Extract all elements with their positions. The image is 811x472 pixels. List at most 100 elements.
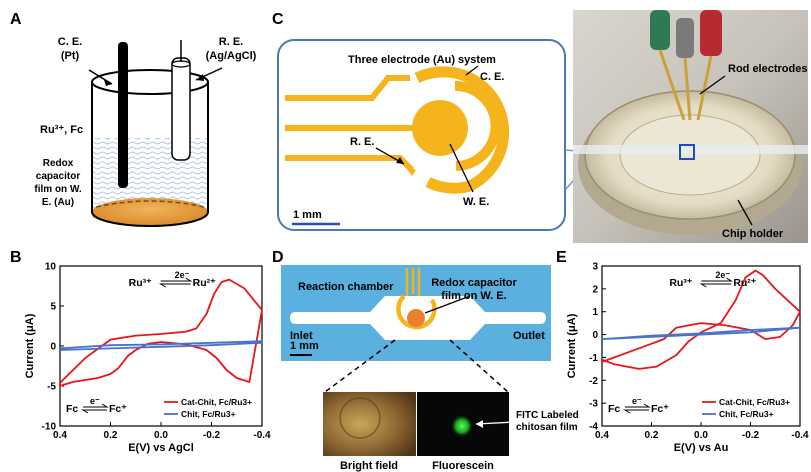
x-tick-label: 0.4 (53, 430, 67, 441)
film-label-1: Redox (43, 158, 74, 169)
annotation-fc: Fc (66, 403, 78, 415)
ce-label-2: (Pt) (61, 50, 80, 62)
annotation-fc-plus: Fc⁺ (651, 403, 669, 415)
series-line-cat-chit (601, 269, 801, 370)
ce-label: C. E. (480, 71, 504, 83)
chip-photo (573, 10, 808, 243)
x-tick-label: 0.2 (645, 430, 659, 441)
film-label-3: film on W. (34, 184, 81, 195)
chart-b: 0.4 0.2 0.0 -0.2 -0.4 10 5 0 -5 -10 E(V) vs AgCl Cu… (24, 262, 271, 455)
y-tick-label: 0 (592, 330, 598, 341)
fluorescent-spot (451, 415, 473, 437)
chip-counter-electrode (396, 294, 437, 330)
equilibrium-arrow (81, 403, 109, 414)
trace-1 (285, 75, 410, 101)
film-pointer (424, 295, 471, 314)
film-label-2: capacitor (36, 171, 81, 182)
y-tick-label: -3 (589, 399, 598, 410)
counter-electrode (118, 42, 128, 188)
fitc-label-2: chitosan film (516, 422, 578, 433)
species-label: Ru³⁺, Fc (40, 124, 83, 136)
panel-label-e: E (556, 249, 567, 266)
chip-highlight (679, 144, 695, 160)
chamber-label: Reaction chamber (298, 281, 394, 293)
counter-electrode-inner (454, 80, 501, 171)
re-label-1: R. E. (219, 36, 243, 48)
scale-label: 1 mm (290, 340, 319, 352)
annotation-e: e⁻ (632, 396, 642, 406)
legend-label: Cat-Chit, Fc/Ru3+ (181, 397, 252, 407)
inlet-label: Inlet (290, 330, 313, 342)
bright-field-label: Bright field (340, 460, 398, 472)
x-axis-label: E(V) vs Au (674, 442, 729, 454)
beaker-diagram (88, 40, 223, 227)
x-tick-label: -0.4 (253, 430, 271, 441)
reference-electrode (171, 57, 191, 161)
tubing (573, 145, 808, 154)
y-tick-label: -2 (589, 376, 598, 387)
working-electrode (412, 100, 468, 156)
y-tick-label: -4 (589, 422, 598, 433)
x-axis-label: E(V) vs AgCl (128, 442, 194, 454)
annotation-2e: 2e⁻ (175, 270, 190, 280)
scale-label: 1 mm (293, 209, 322, 221)
chip-leads (405, 268, 421, 296)
rod-label: Rod electrodes (728, 63, 807, 75)
film-label-1: Redox capacitor (431, 277, 517, 289)
film-label-2: film on W. E. (441, 290, 506, 302)
re-label: R. E. (350, 136, 374, 148)
series-line-cat-chit (59, 278, 263, 387)
counter-electrode-arc (414, 66, 510, 194)
bright-field-image (323, 392, 416, 456)
redox-film (92, 198, 208, 226)
electrode-callout (277, 39, 593, 231)
outlet-label: Outlet (513, 330, 545, 342)
clip-green (650, 10, 670, 50)
beaker-rim (91, 69, 209, 95)
equilibrium-arrow (623, 403, 651, 414)
fitc-arrowhead (476, 420, 483, 428)
beaker-wall (91, 82, 209, 227)
y-axis-label: Current (μA) (24, 313, 36, 378)
bright-field-ring (339, 397, 381, 439)
holder-label: Chip holder (722, 228, 784, 240)
x-tick-label: 0.0 (154, 430, 168, 441)
annotation-2e: 2e⁻ (715, 270, 730, 280)
y-tick-label: 2 (592, 284, 598, 295)
chip-working-electrode (407, 309, 425, 327)
legend-label: Chit, Fc/Ru3+ (181, 409, 236, 419)
panel-label-d: D (272, 249, 284, 266)
zoom-line-right (449, 339, 509, 393)
panel-label-b: B (10, 249, 22, 266)
ce-pointer (88, 69, 113, 85)
y-tick-label: 0 (50, 342, 56, 353)
re-label-2: (Ag/AgCl) (206, 50, 257, 62)
y-tick-label: 1 (592, 307, 598, 318)
chip-plate (619, 114, 761, 196)
annotation-e: e⁻ (90, 396, 100, 406)
rod-pointer (699, 75, 726, 95)
panel-label-a: A (10, 11, 22, 28)
x-tick-label: 0.0 (694, 430, 708, 441)
ce-pointer (465, 65, 479, 76)
reference-electrode-tip (404, 165, 416, 176)
y-axis-label: Current (μA) (566, 313, 578, 378)
re-arrowhead (196, 74, 204, 81)
microfluidic-diagram (281, 265, 551, 393)
legend-label: Cat-Chit, Fc/Ru3+ (719, 397, 790, 407)
panel-label-c: C (272, 11, 284, 28)
holder-pointer (737, 199, 753, 226)
x-tick-label: -0.2 (742, 430, 760, 441)
x-tick-label: -0.4 (791, 430, 809, 441)
x-tick-label: 0.4 (595, 430, 609, 441)
y-tick-label: 10 (45, 262, 57, 273)
equilibrium-arrow (158, 277, 193, 288)
equilibrium-arrow (699, 277, 734, 288)
x-tick-label: -0.2 (203, 430, 221, 441)
micrographs (323, 392, 516, 456)
film-boundary (95, 200, 205, 208)
annotation-ru2: Ru²⁺ (193, 277, 216, 289)
rod-electrodes (658, 49, 713, 121)
y-tick-label: -10 (42, 422, 57, 433)
